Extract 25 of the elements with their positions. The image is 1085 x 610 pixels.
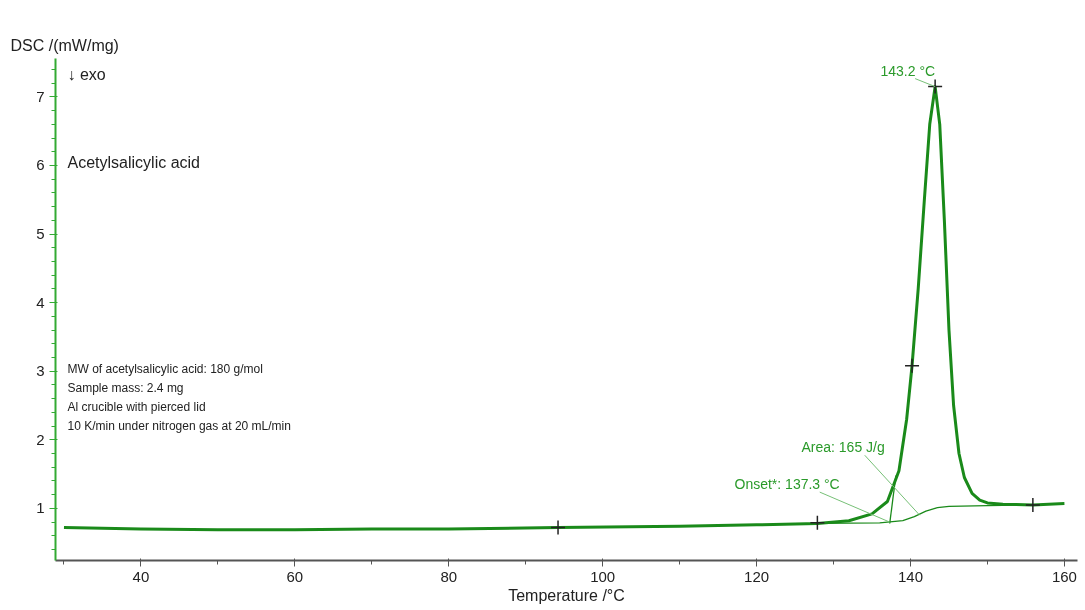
x-tick-label: 120 <box>744 567 770 585</box>
x-tick-label: 160 <box>1051 567 1077 585</box>
annotation: Sample mass: 2.4 mg <box>67 380 184 395</box>
y-tick-label: 6 <box>36 156 45 174</box>
annotation: Area: 165 J/g <box>801 439 885 456</box>
annotation: 10 K/min under nitrogen gas at 20 mL/min <box>67 418 291 433</box>
x-tick-label: 60 <box>286 567 304 585</box>
annotation: Al crucible with pierced lid <box>67 399 206 414</box>
x-tick-label: 140 <box>897 567 924 585</box>
x-tick-label: 40 <box>132 567 150 585</box>
y-tick-label: 4 <box>36 293 45 311</box>
x-tick-label: 80 <box>440 567 458 585</box>
y-tick-label: 3 <box>36 362 45 380</box>
annotation: MW of acetylsalicylic acid: 180 g/mol <box>67 361 263 376</box>
annotation: Onset*: 137.3 °C <box>734 476 840 493</box>
annotation: 143.2 °C <box>880 62 936 79</box>
annotation: ↓ exo <box>67 65 106 83</box>
x-axis-title: Temperature /°C <box>508 586 625 604</box>
y-tick-label: 2 <box>36 430 45 448</box>
annotation: Acetylsalicylic acid <box>67 153 200 171</box>
x-tick-label: 100 <box>590 567 616 585</box>
y-tick-label: 5 <box>36 225 45 243</box>
y-axis-title: DSC /(mW/mg) <box>10 36 119 54</box>
y-tick-label: 1 <box>36 499 45 517</box>
y-tick-label: 7 <box>36 87 45 105</box>
